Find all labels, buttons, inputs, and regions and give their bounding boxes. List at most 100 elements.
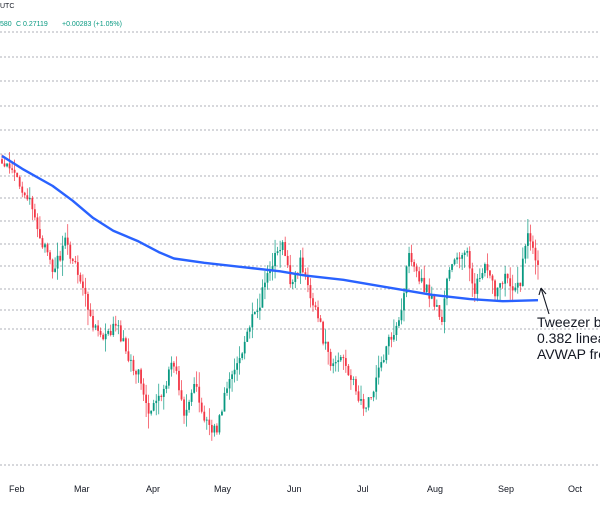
candle-down [26,195,29,200]
candle-up [28,197,31,200]
candle-up [382,360,385,363]
candle-up [271,266,274,270]
candle-up [334,362,337,364]
candle-down [127,351,130,361]
candle-down [31,197,34,210]
candle-down [71,258,74,262]
candle-up [193,384,196,393]
candle-down [208,419,211,425]
candle-down [39,229,41,239]
candle-up [324,341,327,344]
candle-down [362,399,365,409]
candle-down [76,262,79,275]
candle-up [481,273,484,279]
annotation-line-2: 0.382 linea [537,330,600,346]
candle-down [489,270,491,276]
x-tick-label: Mar [74,484,90,494]
candle-down [312,298,314,306]
candle-up [299,257,302,274]
candle-up [253,312,256,315]
candle-up [94,325,97,328]
candle-up [385,346,388,361]
candle-down [357,391,360,401]
candle-down [537,260,539,265]
x-axis: Feb Mar Apr May Jun Jul Aug Sep Oct [9,484,583,494]
candle-down [532,241,534,248]
candle-up [446,278,448,299]
candle-down [370,397,373,399]
candle-up [524,245,527,259]
x-tick-label: May [214,484,232,494]
candle-down [284,242,287,256]
candle-down [509,278,512,287]
candle-up [155,400,158,404]
candle-up [332,363,335,367]
candle-down [350,375,352,380]
candle-down [344,358,347,366]
candle-up [117,325,120,327]
candle-down [307,275,309,286]
candle-down [413,262,416,267]
candle-up [395,325,398,335]
candle-down [140,369,142,384]
candle-down [145,394,148,404]
candle-up [463,252,466,256]
candle-down [322,321,324,344]
candle-down [132,359,135,371]
candle-up [188,401,190,410]
candle-up [405,266,408,294]
candle-down [438,305,441,317]
candle-up [157,395,160,401]
candle-up [526,233,529,246]
candle-up [448,269,451,279]
candle-down [519,282,522,286]
candle-down [3,163,6,167]
candle-down [21,186,24,193]
candle-down [494,280,496,297]
x-tick-label: Sep [498,484,514,494]
candle-down [173,362,175,367]
candle-up [425,284,428,293]
avwap-line [1,154,539,303]
candle-down [142,383,145,395]
candle-down [529,233,532,242]
candle-up [54,268,56,272]
candle-up [150,410,153,414]
candle-up [380,362,383,368]
candle-up [170,362,173,370]
candle-down [458,257,461,259]
candle-up [276,251,279,253]
candle-up [430,294,433,299]
candle-up [337,360,340,363]
candle-down [203,411,206,421]
candle-up [451,264,453,270]
change-readout: +0.00283 (+1.05%) [62,21,122,28]
candle-up [248,327,251,332]
candle-down [390,336,393,340]
candle-up [294,272,297,282]
candle-down [317,307,319,319]
candle-down [160,395,163,397]
candle-up [165,385,168,389]
candle-down [18,177,21,187]
candle-up [476,278,479,294]
close-readout: C 0.27119 [16,21,48,28]
candle-down [410,253,413,263]
candle-down [46,244,49,253]
candle-up [226,388,228,393]
candle-down [183,399,185,416]
candle-up [112,323,115,336]
x-tick-label: Aug [427,484,443,494]
candle-down [301,257,304,273]
annotation-arrow [540,287,550,315]
candle-down [175,366,178,371]
candle-up [223,392,226,412]
candle-up [514,287,517,291]
candle-down [534,247,537,261]
candle-up [162,388,165,397]
candle-up [496,287,499,297]
candle-up [61,245,64,261]
candle-down [87,293,89,310]
candle-up [258,307,261,311]
